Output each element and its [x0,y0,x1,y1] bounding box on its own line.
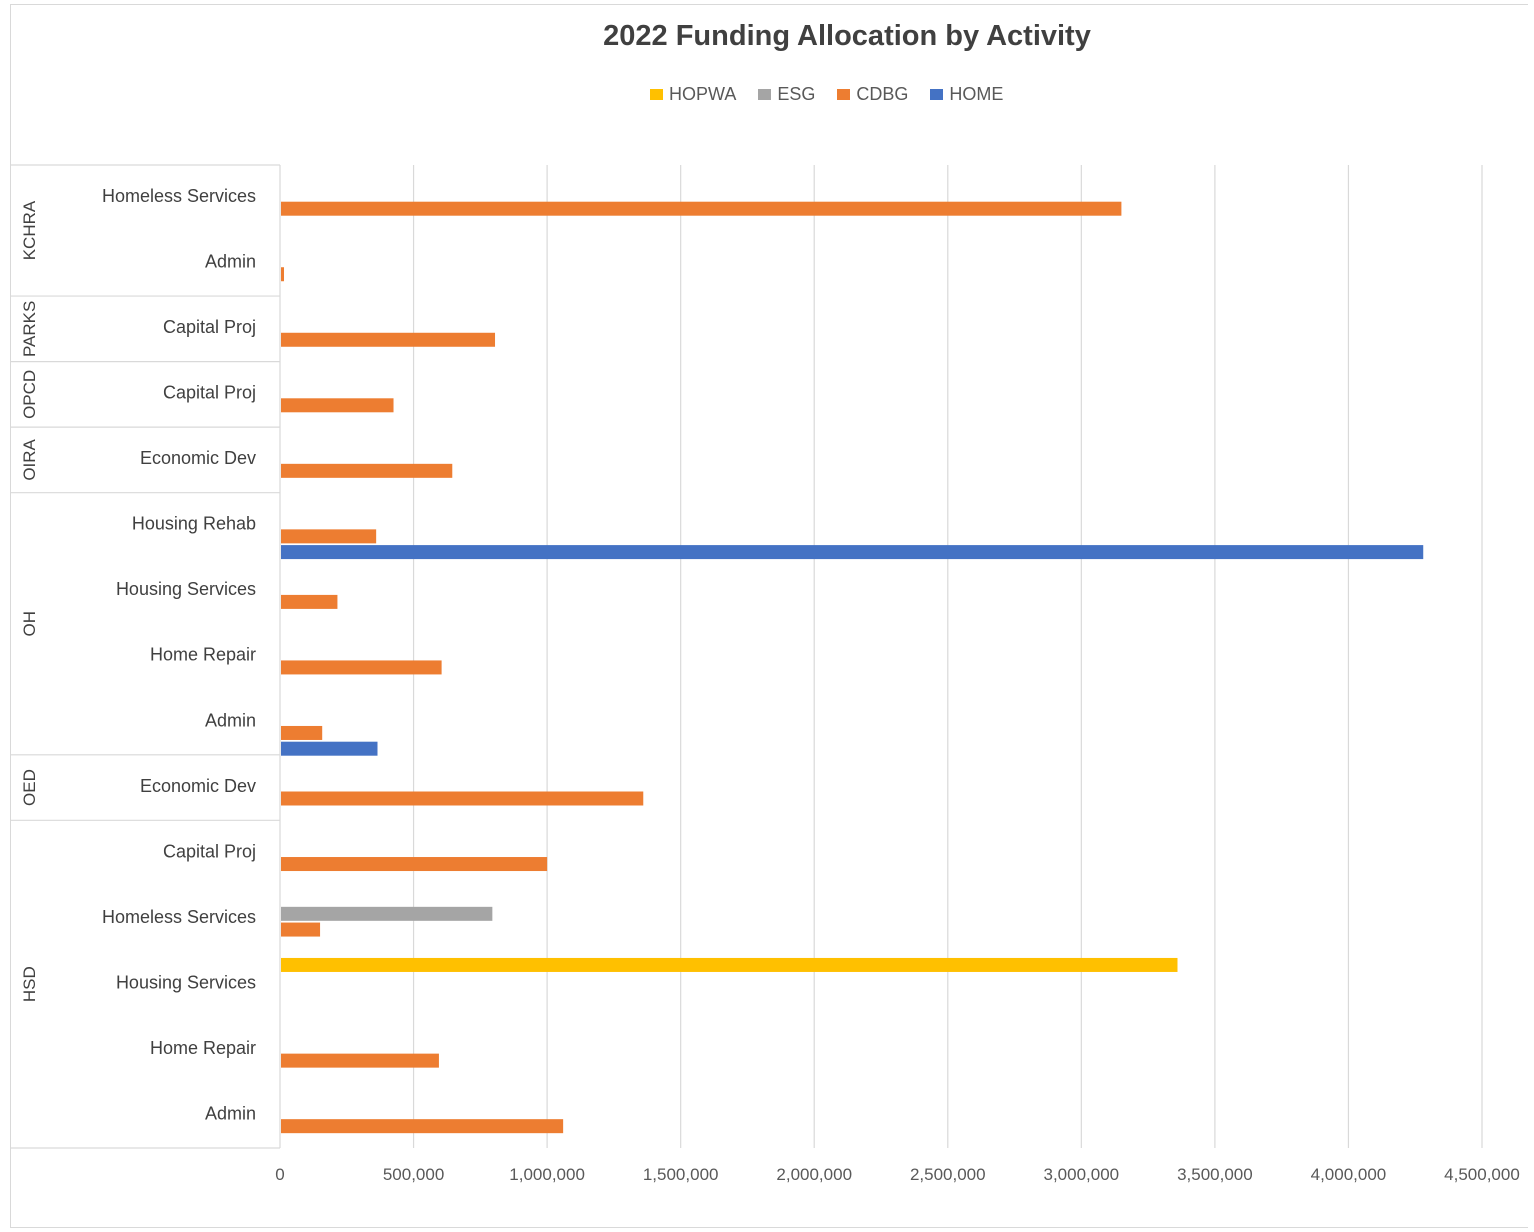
legend-swatch [758,88,772,100]
group-label: OH [20,611,39,637]
x-tick-label: 4,000,000 [1311,1165,1387,1184]
bar-home [281,545,1424,560]
category-label: Home Repair [150,1038,256,1058]
bar-cdbg [281,398,394,413]
bar-cdbg [281,267,285,282]
bar-cdbg [281,791,644,806]
bar-esg [281,906,493,921]
category-label: Economic Dev [140,448,256,468]
legend-swatch [837,88,851,100]
category-label: Admin [205,252,256,272]
category-label: Capital Proj [163,841,256,861]
x-tick-label: 3,000,000 [1044,1165,1120,1184]
legend-item-home: HOME [930,84,1003,105]
legend: HOPWA ESG CDBG HOME [650,82,1025,106]
bar-cdbg [281,201,1122,216]
x-tick-label: 1,000,000 [509,1165,585,1184]
legend-label: CDBG [856,83,909,104]
group-label: OED [20,769,39,806]
legend-label: ESG [777,83,816,104]
category-label: Admin [205,710,256,730]
group-label: HSD [20,966,39,1002]
x-tick-label: 0 [275,1165,284,1184]
x-tick-label: 2,500,000 [910,1165,986,1184]
x-tick-label: 1,500,000 [643,1165,719,1184]
category-label: Housing Rehab [132,514,256,534]
category-label: Admin [205,1103,256,1123]
legend-label: HOME [949,83,1004,104]
legend-item-cdbg: CDBG [837,84,908,105]
bar-cdbg [281,922,321,937]
x-tick-label: 2,000,000 [776,1165,852,1184]
x-tick-label: 500,000 [383,1165,444,1184]
bar-cdbg [281,463,453,478]
category-label: Home Repair [150,645,256,665]
chart-frame [10,4,1528,1228]
group-label: OPCD [20,370,39,419]
category-label: Capital Proj [163,383,256,403]
group-label: OIRA [20,438,39,480]
category-label: Housing Services [116,579,256,599]
bar-cdbg [281,332,496,347]
bar-home [281,741,378,756]
bar-cdbg [281,1053,439,1068]
category-label: Economic Dev [140,776,256,796]
legend-item-esg: ESG [758,84,815,105]
category-label: Capital Proj [163,317,256,337]
bar-cdbg [281,1119,564,1134]
legend-swatch [930,88,944,100]
group-label: KCHRA [20,200,39,260]
category-label: Homeless Services [102,186,256,206]
chart-title: 2022 Funding Allocation by Activity [603,20,1091,52]
bar-cdbg [281,660,442,675]
bar-cdbg [281,529,377,544]
group-label: PARKS [20,301,39,357]
bar-cdbg [281,594,338,609]
category-label: Homeless Services [102,907,256,927]
x-tick-label: 3,500,000 [1177,1165,1253,1184]
legend-item-hopwa: HOPWA [650,84,736,105]
bar-cdbg [281,725,323,740]
legend-label: HOPWA [669,83,737,104]
bar-hopwa [281,957,1178,972]
x-tick-label: 4,500,000 [1444,1165,1520,1184]
category-label: Housing Services [116,972,256,992]
bar-cdbg [281,857,548,872]
legend-swatch [650,88,663,100]
